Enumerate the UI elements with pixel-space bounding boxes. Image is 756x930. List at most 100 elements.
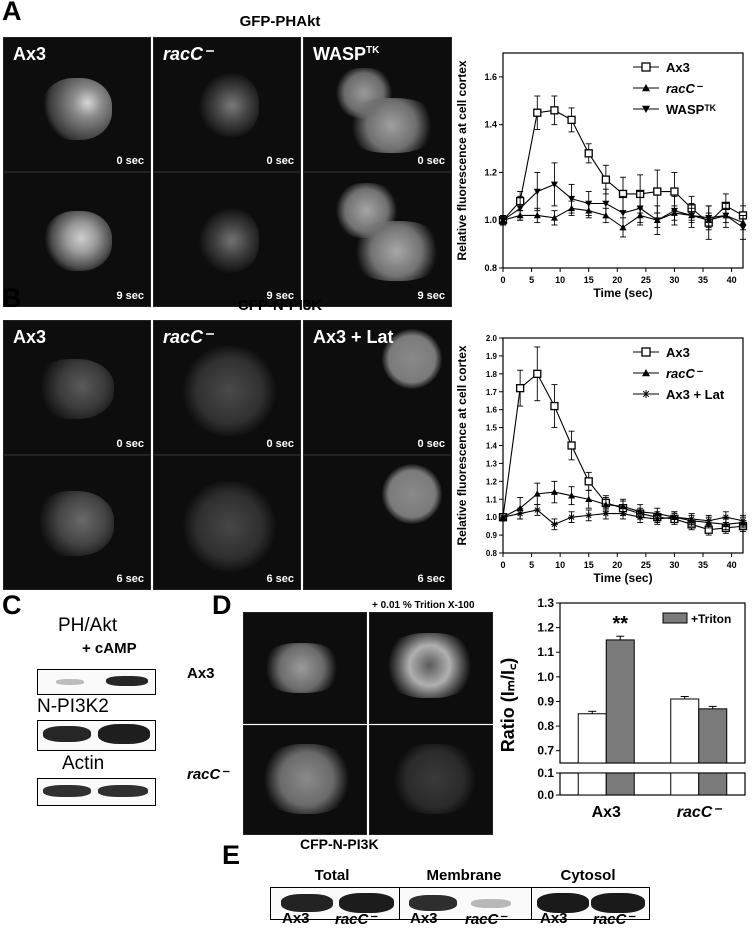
data-point	[722, 212, 730, 219]
x-tick-label: 5	[529, 275, 534, 285]
x-tick-label: 0	[500, 275, 505, 285]
x-tick-label: 15	[584, 560, 594, 570]
data-point	[568, 513, 576, 521]
y-tick-label: 0.9	[486, 531, 498, 540]
cell-label: Ax3	[13, 44, 47, 64]
chart-b-svg: 0.8 0.9 1.0 1.1 1.2 1.3 1.4 1.5 1.6 1.7 1.8 1.9 2.0 0…	[455, 334, 748, 585]
micro-a-ax3-0: Ax3 0 sec	[3, 37, 151, 172]
legend-item: racC⁻	[633, 81, 704, 96]
data-point	[642, 390, 650, 398]
legend-label: Ax3	[666, 60, 690, 75]
series-asterisk	[499, 504, 747, 531]
bar-lower	[698, 772, 728, 796]
x-tick-label: 0	[500, 560, 505, 570]
y-tick-label: 1.0	[537, 670, 554, 684]
y-tick-label: 1.3	[486, 459, 498, 468]
bar	[605, 639, 635, 764]
data-point	[636, 513, 644, 521]
cell-label: racC⁻	[163, 327, 213, 347]
chart-d-svg: 0.0 0.1 0.7 0.8 0.9 1.0 1.1 1.2 1.3 Ratio (Iₘ/I꜀)…	[498, 596, 746, 821]
chart-a: 0.8 1.0 1.2 1.4 1.6 0 5 10 15 20 25 30 35 40 Time (sec…	[455, 45, 753, 310]
gel-e	[270, 887, 650, 920]
x-tick-label: 30	[669, 275, 679, 285]
time-label: 9 sec	[116, 290, 144, 302]
time-label: 0 sec	[116, 155, 144, 167]
data-point	[515, 384, 525, 393]
legend-swatch	[662, 612, 688, 624]
y-tick-label: 0.1	[537, 766, 554, 780]
data-point	[653, 187, 662, 196]
x-tick-label: Ax3	[592, 804, 621, 821]
data-point	[602, 200, 610, 207]
data-point	[516, 510, 524, 518]
bar-lower	[577, 772, 607, 796]
time-label: 9 sec	[266, 290, 294, 302]
data-point	[533, 490, 541, 497]
legend-label: Ax3 + Lat	[666, 387, 725, 402]
gel-group-cytosol: Cytosol	[560, 867, 616, 884]
data-point	[619, 210, 627, 217]
legend-label: +Triton	[691, 612, 731, 626]
micro-b-ax3-0: Ax3 0 sec	[3, 320, 151, 455]
data-point	[550, 488, 558, 495]
y-tick-label: 1.3	[537, 596, 554, 610]
x-tick-label: 10	[555, 560, 565, 570]
data-point	[550, 520, 558, 528]
data-point	[601, 175, 611, 184]
micro-b-lat-0: Ax3 + Lat 0 sec	[303, 320, 452, 455]
micro-b-lat-6: 6 sec	[303, 455, 452, 590]
y-tick-label: 1.4	[486, 442, 498, 451]
gel-lane-label: Ax3	[410, 910, 438, 927]
legend-item: racC⁻	[633, 366, 704, 381]
time-label: 6 sec	[266, 573, 294, 585]
data-point	[585, 511, 593, 519]
x-tick-label: 30	[669, 560, 679, 570]
panel-b-title: CFP-N-PI3K	[237, 297, 323, 314]
cell-label: racC⁻	[163, 44, 213, 64]
data-point	[688, 515, 696, 523]
gel-lane-label: racC⁻	[593, 911, 635, 928]
x-tick-label: 10	[555, 275, 565, 285]
chart-d: 0.0 0.1 0.7 0.8 0.9 1.0 1.1 1.2 1.3 Ratio (Iₘ/I꜀)…	[496, 595, 754, 865]
x-tick-label: 25	[641, 560, 651, 570]
cell-label: WASPTK	[313, 44, 380, 64]
data-point	[568, 492, 576, 499]
bar	[670, 698, 700, 764]
data-point	[642, 84, 650, 92]
y-tick-label: 0.8	[484, 263, 497, 273]
data-point	[567, 115, 576, 125]
legend-item: WASPᵀᴷ	[633, 102, 717, 117]
panel-c-treatment: + cAMP	[82, 640, 137, 657]
panel-letter-e: E	[222, 840, 241, 870]
chart-b: 0.8 0.9 1.0 1.1 1.2 1.3 1.4 1.5 1.6 1.7 1.8 1.9 2.0 0…	[455, 330, 753, 595]
panel-letter-a: A	[2, 0, 22, 26]
y-tick-label: 1.1	[537, 645, 554, 659]
x-tick-label: 35	[698, 560, 708, 570]
micro-d-racc-triton	[369, 725, 493, 835]
data-point	[550, 181, 558, 188]
y-tick-label: 1.8	[486, 370, 498, 379]
chart-a-svg: 0.8 1.0 1.2 1.4 1.6 0 5 10 15 20 25 30 35 40 Time (sec…	[455, 52, 748, 300]
micro-a-racc-9: 9 sec	[153, 172, 301, 307]
legend-label: Ax3	[666, 345, 690, 360]
micro-a-racc-0: racC⁻ 0 sec	[153, 37, 301, 172]
data-point	[550, 401, 559, 411]
gel-group-total: Total	[314, 867, 350, 884]
y-tick-label: 1.6	[486, 406, 498, 415]
data-point	[550, 106, 559, 115]
data-point	[533, 211, 541, 219]
y-tick-label: 1.1	[486, 495, 498, 504]
bar-lower	[670, 772, 700, 796]
x-tick-label: 20	[612, 560, 622, 570]
data-point	[642, 105, 650, 113]
x-tick-label: 40	[727, 560, 737, 570]
blot-npi3k2	[37, 720, 156, 751]
y-tick-label: 1.6	[484, 72, 497, 82]
x-tick-label: 25	[641, 275, 651, 285]
panel-letter-d: D	[212, 590, 232, 620]
panel-a-title: GFP-PHAkt	[239, 13, 321, 30]
time-label: 9 sec	[417, 290, 445, 302]
time-label: 6 sec	[116, 573, 144, 585]
panel-c-row-label-actin: Actin	[62, 753, 105, 774]
cell-label: Ax3 + Lat	[313, 327, 394, 347]
